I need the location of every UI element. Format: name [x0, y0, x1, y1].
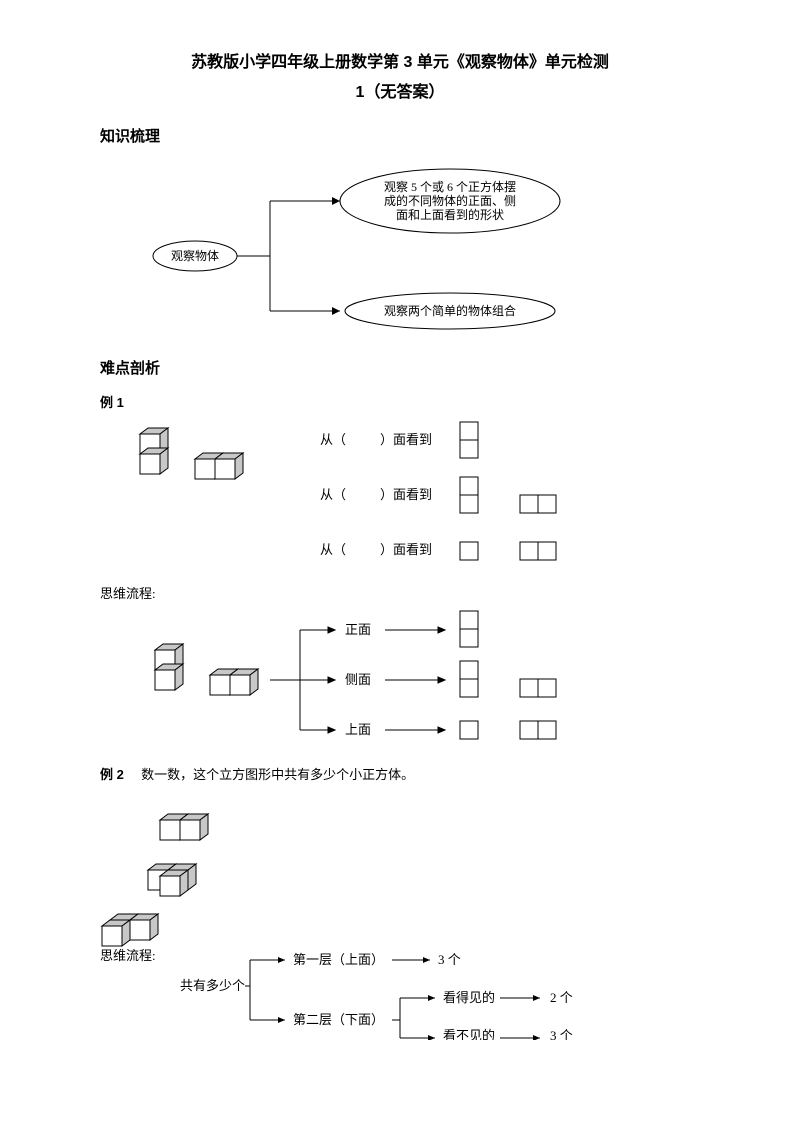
- example1-diagram: 从（ ）面看到 从（ ）面看到 从（ ）面看到: [100, 414, 700, 584]
- example1-label: 例 1: [100, 393, 700, 414]
- section-knowledge: 知识梳理: [100, 125, 700, 149]
- ex1-row3-prefix: 从（: [320, 542, 346, 557]
- flow2-visible-count: 2 个: [550, 990, 573, 1005]
- flow2-invisible: 看不见的: [443, 1028, 495, 1040]
- flow2-layer1: 第一层（上面）: [293, 952, 384, 967]
- flow1-diagram: 正面 侧面 上面: [100, 605, 700, 755]
- thinking-label-1: 思维流程:: [100, 584, 700, 605]
- mindmap-branch1-l3: 面和上面看到的形状: [396, 207, 504, 222]
- page-subtitle: 1（无答案）: [100, 80, 700, 106]
- ex1-row2-prefix: 从（: [320, 487, 346, 502]
- flow2-invisible-count: 3 个: [550, 1028, 573, 1040]
- flow1-label-side: 侧面: [345, 672, 371, 687]
- page-title: 苏教版小学四年级上册数学第 3 单元《观察物体》单元检测: [100, 50, 700, 76]
- thinking-label-2: 思维流程:: [100, 948, 156, 963]
- mindmap-branch1-l1: 观察 5 个或 6 个正方体摆: [384, 179, 516, 194]
- example2-label: 例 2: [100, 767, 124, 782]
- mindmap-branch1-l2: 成的不同物体的正面、侧: [384, 193, 516, 208]
- section-difficult: 难点剖析: [100, 357, 700, 381]
- flow2-layer2: 第二层（下面）: [293, 1012, 384, 1027]
- flow2-layer1-count: 3 个: [438, 952, 461, 967]
- mindmap-branch2: 观察两个简单的物体组合: [384, 303, 516, 318]
- flow1-label-front: 正面: [345, 622, 371, 637]
- flow2-root: 共有多少个: [180, 978, 245, 993]
- flow2-diagram: 思维流程: 共有多少个 第一层（上面） 3 个 第二层（下面） 看得见的 2 个…: [100, 910, 700, 1040]
- ex1-row2-suffix: ）面看到: [380, 487, 432, 502]
- example2-text: 数一数，这个立方图形中共有多少个小正方体。: [141, 767, 414, 782]
- ex1-row1-prefix: 从（: [320, 432, 346, 447]
- ex1-row3-suffix: ）面看到: [380, 542, 432, 557]
- example2-diagram: [100, 800, 700, 910]
- mindmap-root: 观察物体: [171, 249, 219, 263]
- flow2-visible: 看得见的: [443, 990, 495, 1005]
- flow1-label-top: 上面: [345, 722, 371, 737]
- ex1-row1-suffix: ）面看到: [380, 432, 432, 447]
- mindmap-knowledge: 观察物体 观察 5 个或 6 个正方体摆 成的不同物体的正面、侧 面和上面看到的…: [100, 161, 700, 341]
